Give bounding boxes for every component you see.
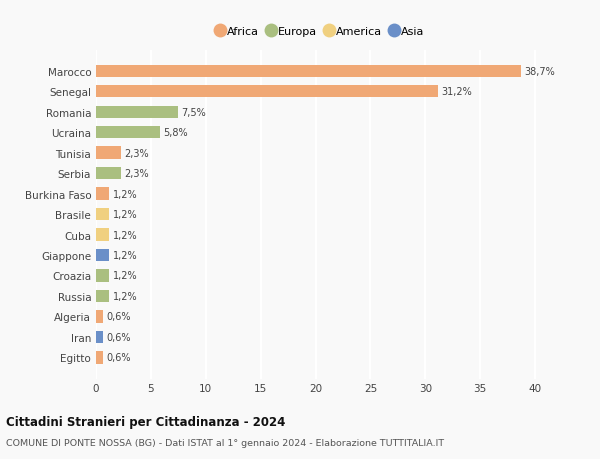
Text: 0,6%: 0,6% [106, 312, 130, 322]
Bar [96, 270, 109, 282]
Bar [96, 168, 121, 180]
Text: 1,2%: 1,2% [112, 291, 137, 301]
Bar [96, 290, 109, 302]
Text: 2,3%: 2,3% [125, 169, 149, 179]
Text: 7,5%: 7,5% [182, 107, 206, 118]
Bar [96, 127, 160, 139]
Bar [96, 352, 103, 364]
Bar [96, 229, 109, 241]
Text: 2,3%: 2,3% [125, 148, 149, 158]
Text: 31,2%: 31,2% [442, 87, 472, 97]
Bar [96, 311, 103, 323]
Bar [96, 106, 178, 118]
Legend: Africa, Europa, America, Asia: Africa, Europa, America, Asia [214, 23, 428, 40]
Bar [96, 147, 121, 159]
Text: 1,2%: 1,2% [112, 230, 137, 240]
Text: 38,7%: 38,7% [524, 67, 555, 77]
Text: COMUNE DI PONTE NOSSA (BG) - Dati ISTAT al 1° gennaio 2024 - Elaborazione TUTTIT: COMUNE DI PONTE NOSSA (BG) - Dati ISTAT … [6, 438, 444, 448]
Bar [96, 188, 109, 200]
Bar [96, 208, 109, 221]
Text: 0,6%: 0,6% [106, 353, 130, 363]
Bar [96, 249, 109, 262]
Bar [96, 86, 439, 98]
Text: 1,2%: 1,2% [112, 210, 137, 219]
Text: Cittadini Stranieri per Cittadinanza - 2024: Cittadini Stranieri per Cittadinanza - 2… [6, 415, 286, 428]
Text: 5,8%: 5,8% [163, 128, 188, 138]
Text: 1,2%: 1,2% [112, 189, 137, 199]
Text: 0,6%: 0,6% [106, 332, 130, 342]
Bar [96, 65, 521, 78]
Text: 1,2%: 1,2% [112, 251, 137, 260]
Bar [96, 331, 103, 343]
Text: 1,2%: 1,2% [112, 271, 137, 281]
